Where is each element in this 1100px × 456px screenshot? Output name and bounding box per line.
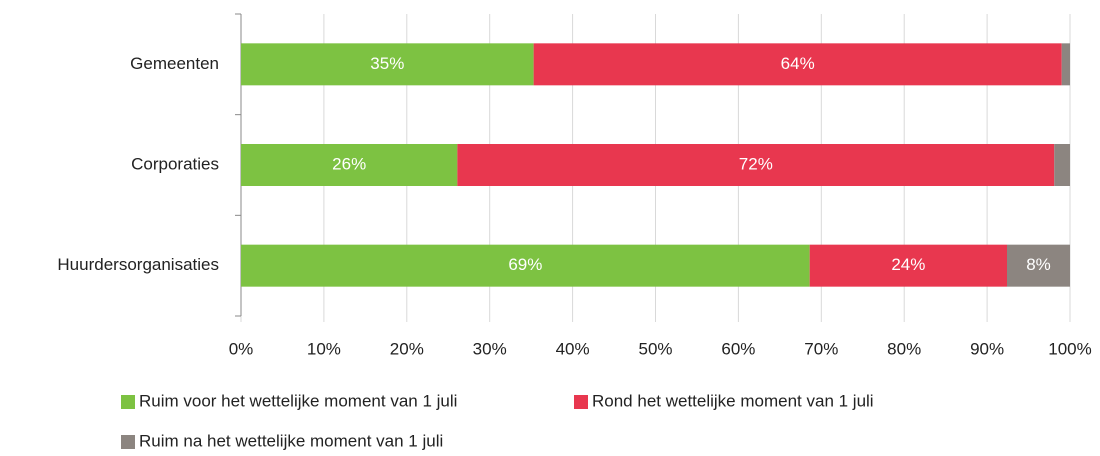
bar-segment	[241, 43, 534, 86]
x-tick-label: 50%	[638, 339, 672, 358]
data-label: 69%	[508, 255, 542, 274]
x-tick-label: 90%	[970, 339, 1004, 358]
legend-swatch	[121, 395, 135, 409]
x-tick-label: 80%	[887, 339, 921, 358]
legend-label: Ruim voor het wettelijke moment van 1 ju…	[139, 391, 457, 410]
data-label: 64%	[781, 54, 815, 73]
legend-swatch	[574, 395, 588, 409]
x-tick-label: 30%	[473, 339, 507, 358]
legend-label: Rond het wettelijke moment van 1 juli	[592, 391, 874, 410]
bar-segment	[533, 43, 1062, 86]
x-tick-label: 70%	[804, 339, 838, 358]
y-tick-label: Gemeenten	[130, 54, 219, 73]
bar-segment	[809, 244, 1007, 287]
y-tick-label: Corporaties	[131, 154, 219, 173]
data-label: 24%	[891, 255, 925, 274]
bar-segment	[1061, 43, 1070, 86]
data-label: 72%	[739, 154, 773, 173]
bar-segment	[241, 244, 810, 287]
x-tick-label: 0%	[229, 339, 254, 358]
x-tick-label: 20%	[390, 339, 424, 358]
x-tick-label: 10%	[307, 339, 341, 358]
data-label: 26%	[332, 154, 366, 173]
x-tick-label: 100%	[1048, 339, 1091, 358]
bar-segment	[1054, 144, 1070, 186]
bar-segment	[241, 144, 458, 186]
legend-label: Ruim na het wettelijke moment van 1 juli	[139, 431, 443, 450]
bar-segment	[1006, 244, 1070, 287]
y-tick-label: Huurdersorganisaties	[57, 255, 219, 274]
data-label: 8%	[1026, 255, 1051, 274]
x-tick-label: 60%	[721, 339, 755, 358]
legend-swatch	[121, 435, 135, 449]
bar-segment	[457, 144, 1055, 186]
x-tick-label: 40%	[556, 339, 590, 358]
data-label: 35%	[370, 54, 404, 73]
